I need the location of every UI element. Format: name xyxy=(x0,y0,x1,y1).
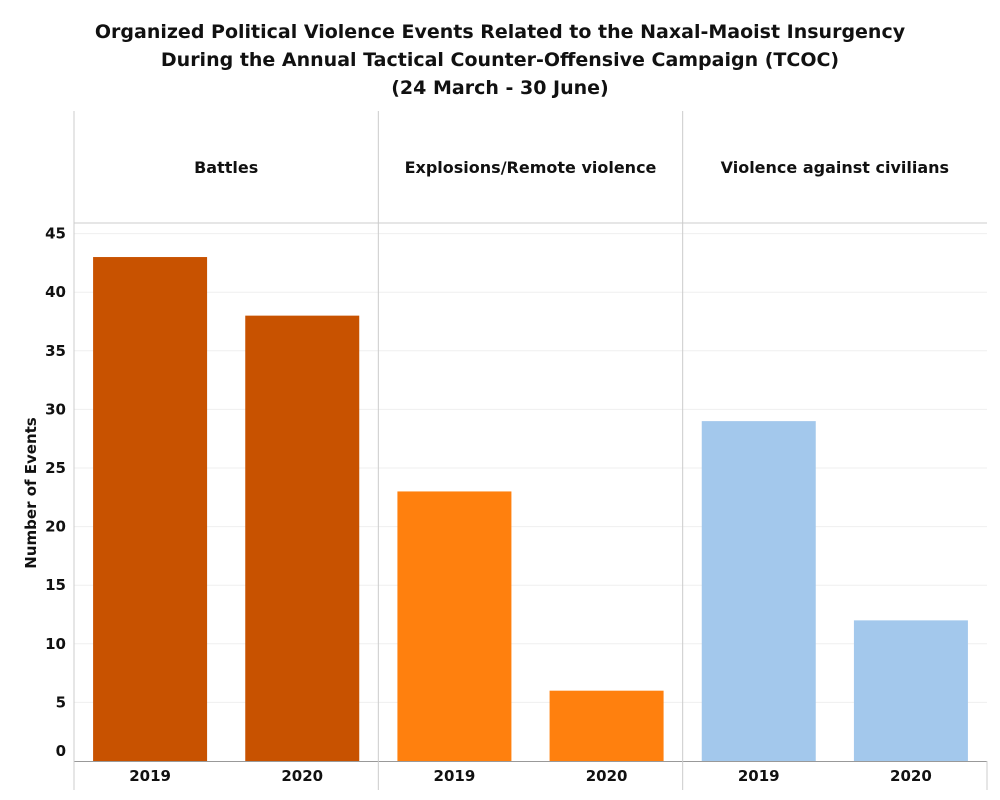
y-tick-label: 45 xyxy=(45,225,66,243)
y-tick-label: 30 xyxy=(45,400,66,418)
bar xyxy=(93,257,208,761)
chart-frame xyxy=(73,111,988,790)
x-tick-label: 2019 xyxy=(738,767,780,785)
chart-title-line-2: During the Annual Tactical Counter-Offen… xyxy=(160,49,840,71)
y-tick-label: 20 xyxy=(45,518,66,536)
gridlines xyxy=(74,233,987,703)
bar xyxy=(245,315,360,761)
y-tick-label: 40 xyxy=(45,283,66,301)
panel-header-label: Explosions/Remote violence xyxy=(405,158,657,177)
y-axis-title: Number of Events xyxy=(22,417,40,568)
panel-header-label: Violence against civilians xyxy=(721,158,949,177)
bars xyxy=(93,257,968,761)
x-tick-label: 2020 xyxy=(281,767,323,785)
chart-title-line-3: (24 March - 30 June) xyxy=(391,77,609,99)
bar xyxy=(549,690,664,761)
y-tick-label: 10 xyxy=(45,635,66,653)
labels: 0 5 10 15 20 25 30 35 40 45 Battles 2019 2020 Explosi… xyxy=(45,158,949,785)
bar xyxy=(853,620,968,761)
panel-header-label: Battles xyxy=(194,158,258,177)
x-tick-label: 2020 xyxy=(890,767,932,785)
x-tick-label: 2020 xyxy=(586,767,628,785)
x-tick-label: 2019 xyxy=(434,767,476,785)
y-tick-label: 0 xyxy=(56,742,66,760)
chart-title-line-1: Organized Political Violence Events Rela… xyxy=(94,21,906,43)
y-tick-label: 25 xyxy=(45,459,66,477)
x-tick-label: 2019 xyxy=(129,767,171,785)
y-tick-label: 35 xyxy=(45,342,66,360)
y-tick-label: 15 xyxy=(45,576,66,594)
y-tick-label: 5 xyxy=(56,693,66,711)
chart-title: Organized Political Violence Events Rela… xyxy=(0,18,1000,102)
bar xyxy=(701,421,816,761)
bar xyxy=(397,491,512,761)
